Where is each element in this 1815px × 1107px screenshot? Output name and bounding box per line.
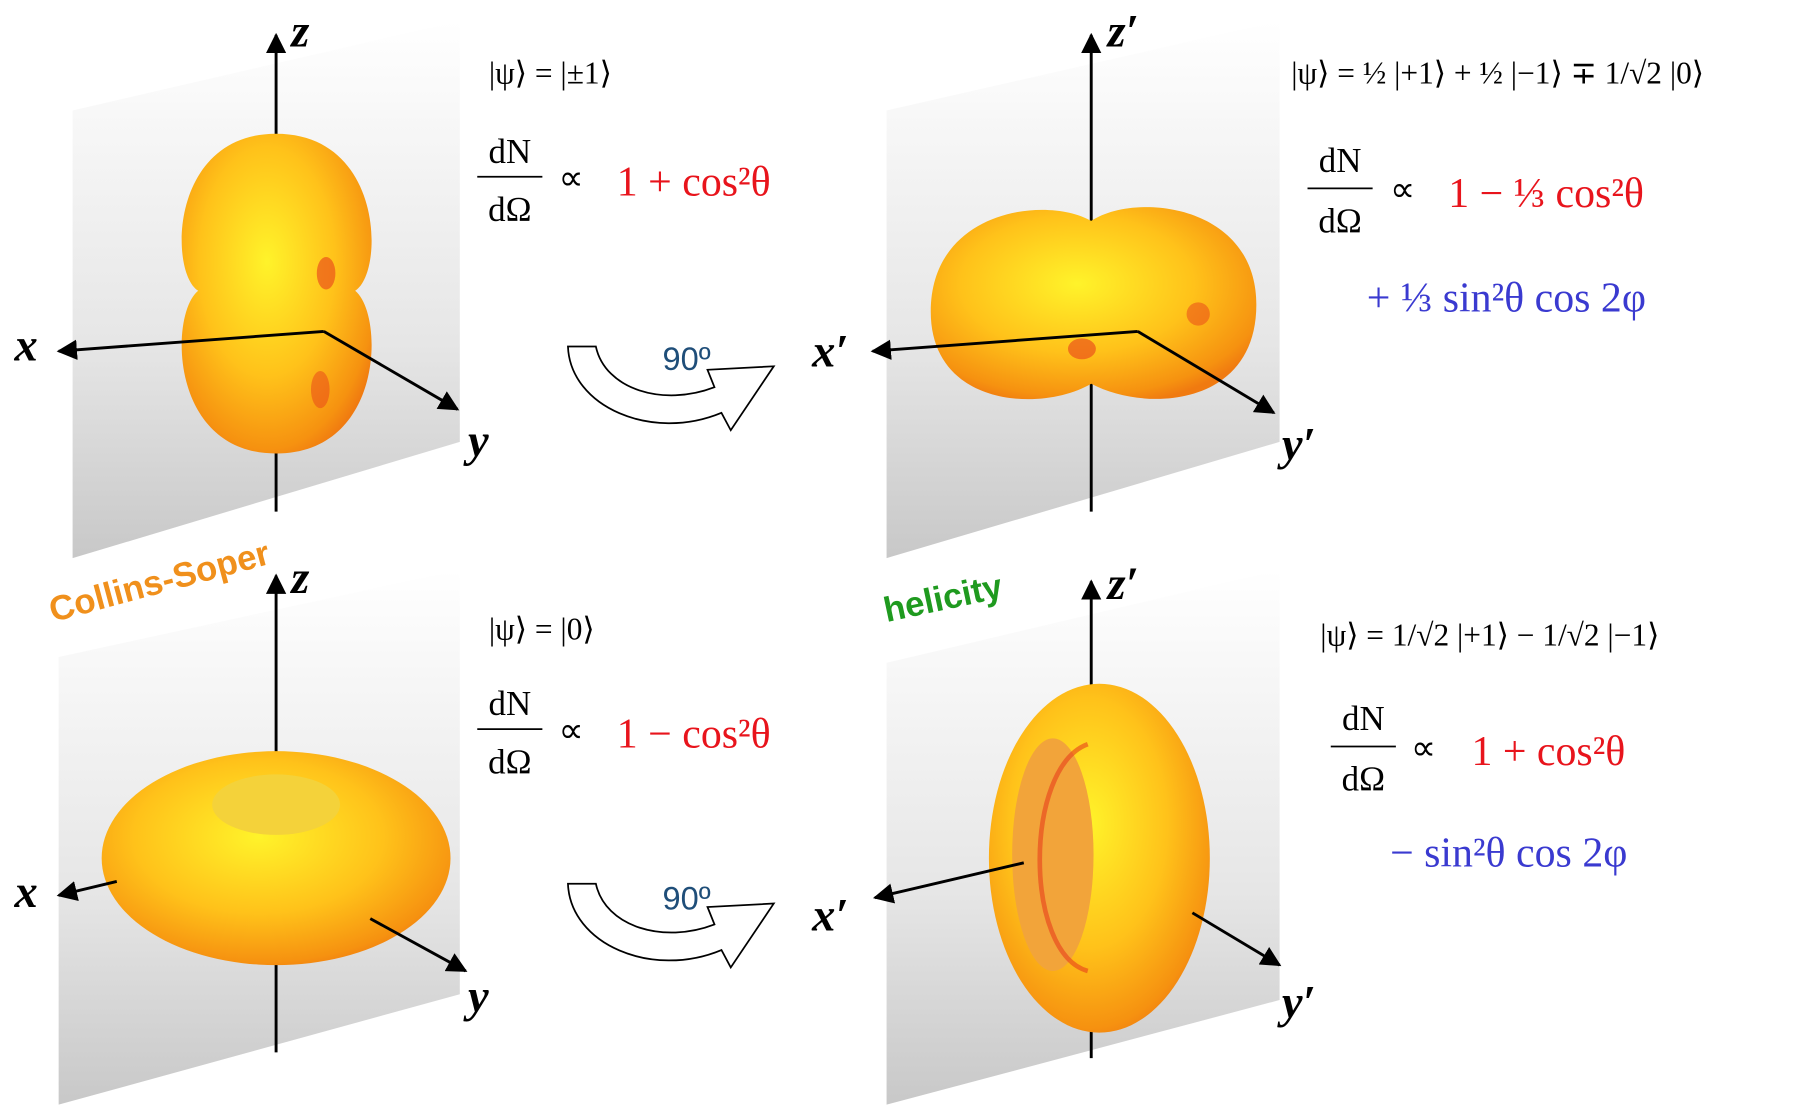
rate-numerator: dN xyxy=(1342,699,1385,738)
hot-spot xyxy=(311,371,330,408)
axis-label: y xyxy=(463,416,489,467)
state: |ψ⟩ = ½ |+1⟩ + ½ |−1⟩ ∓ 1/√2 |0⟩ xyxy=(1291,56,1704,91)
distribution-extra: + ⅓ sin²θ cos 2φ xyxy=(1367,276,1646,322)
axis-label: z′ xyxy=(1106,7,1139,58)
axis-label: z xyxy=(289,553,309,604)
distribution: 1 − cos²θ xyxy=(617,712,771,758)
distribution-shape xyxy=(931,207,1257,399)
distribution-extra: − sin²θ cos 2φ xyxy=(1390,830,1627,876)
axis-label: z xyxy=(289,7,309,58)
axis-label: x′ xyxy=(811,326,848,377)
hot-spot xyxy=(1187,302,1210,325)
rate-denominator: dΩ xyxy=(488,742,531,781)
axis-label: x xyxy=(13,867,37,918)
rate-numerator: dN xyxy=(1319,141,1362,180)
proportional: ∝ xyxy=(559,159,584,198)
hot-spot xyxy=(1068,338,1096,359)
rate-numerator: dN xyxy=(489,684,532,723)
rotation-label: 90º xyxy=(663,341,711,377)
rate-denominator: dΩ xyxy=(1318,202,1361,241)
hot-spot xyxy=(317,257,336,290)
axis-label: y′ xyxy=(1277,977,1316,1028)
proportional: ∝ xyxy=(559,711,584,750)
distribution: 1 − ⅓ cos²θ xyxy=(1448,171,1644,217)
axis-label: y xyxy=(463,972,489,1023)
torus-hole xyxy=(212,774,340,834)
axis-label: z′ xyxy=(1106,559,1139,610)
rate-denominator: dΩ xyxy=(488,190,531,229)
distribution: 1 + cos²θ xyxy=(1471,729,1625,775)
rate-denominator: dΩ xyxy=(1342,760,1385,799)
proportional: ∝ xyxy=(1411,728,1436,767)
figure: z x y |ψ⟩ = |±1⟩ dN dΩ ∝ 1 + cos²θ z′ x′… xyxy=(0,0,1815,1107)
distribution: 1 + cos²θ xyxy=(617,159,771,205)
rotation-label: 90º xyxy=(663,880,711,916)
axis-label: x′ xyxy=(811,890,848,941)
state: |ψ⟩ = 1/√2 |+1⟩ − 1/√2 |−1⟩ xyxy=(1320,617,1659,652)
distribution-shape xyxy=(182,134,372,454)
state: |ψ⟩ = |0⟩ xyxy=(489,612,595,647)
rate-numerator: dN xyxy=(489,132,532,171)
axis-label: y′ xyxy=(1277,419,1316,470)
state: |ψ⟩ = |±1⟩ xyxy=(489,56,612,91)
frame-label: helicity xyxy=(880,567,1006,630)
axis-label: x xyxy=(13,320,37,371)
proportional: ∝ xyxy=(1390,170,1415,209)
